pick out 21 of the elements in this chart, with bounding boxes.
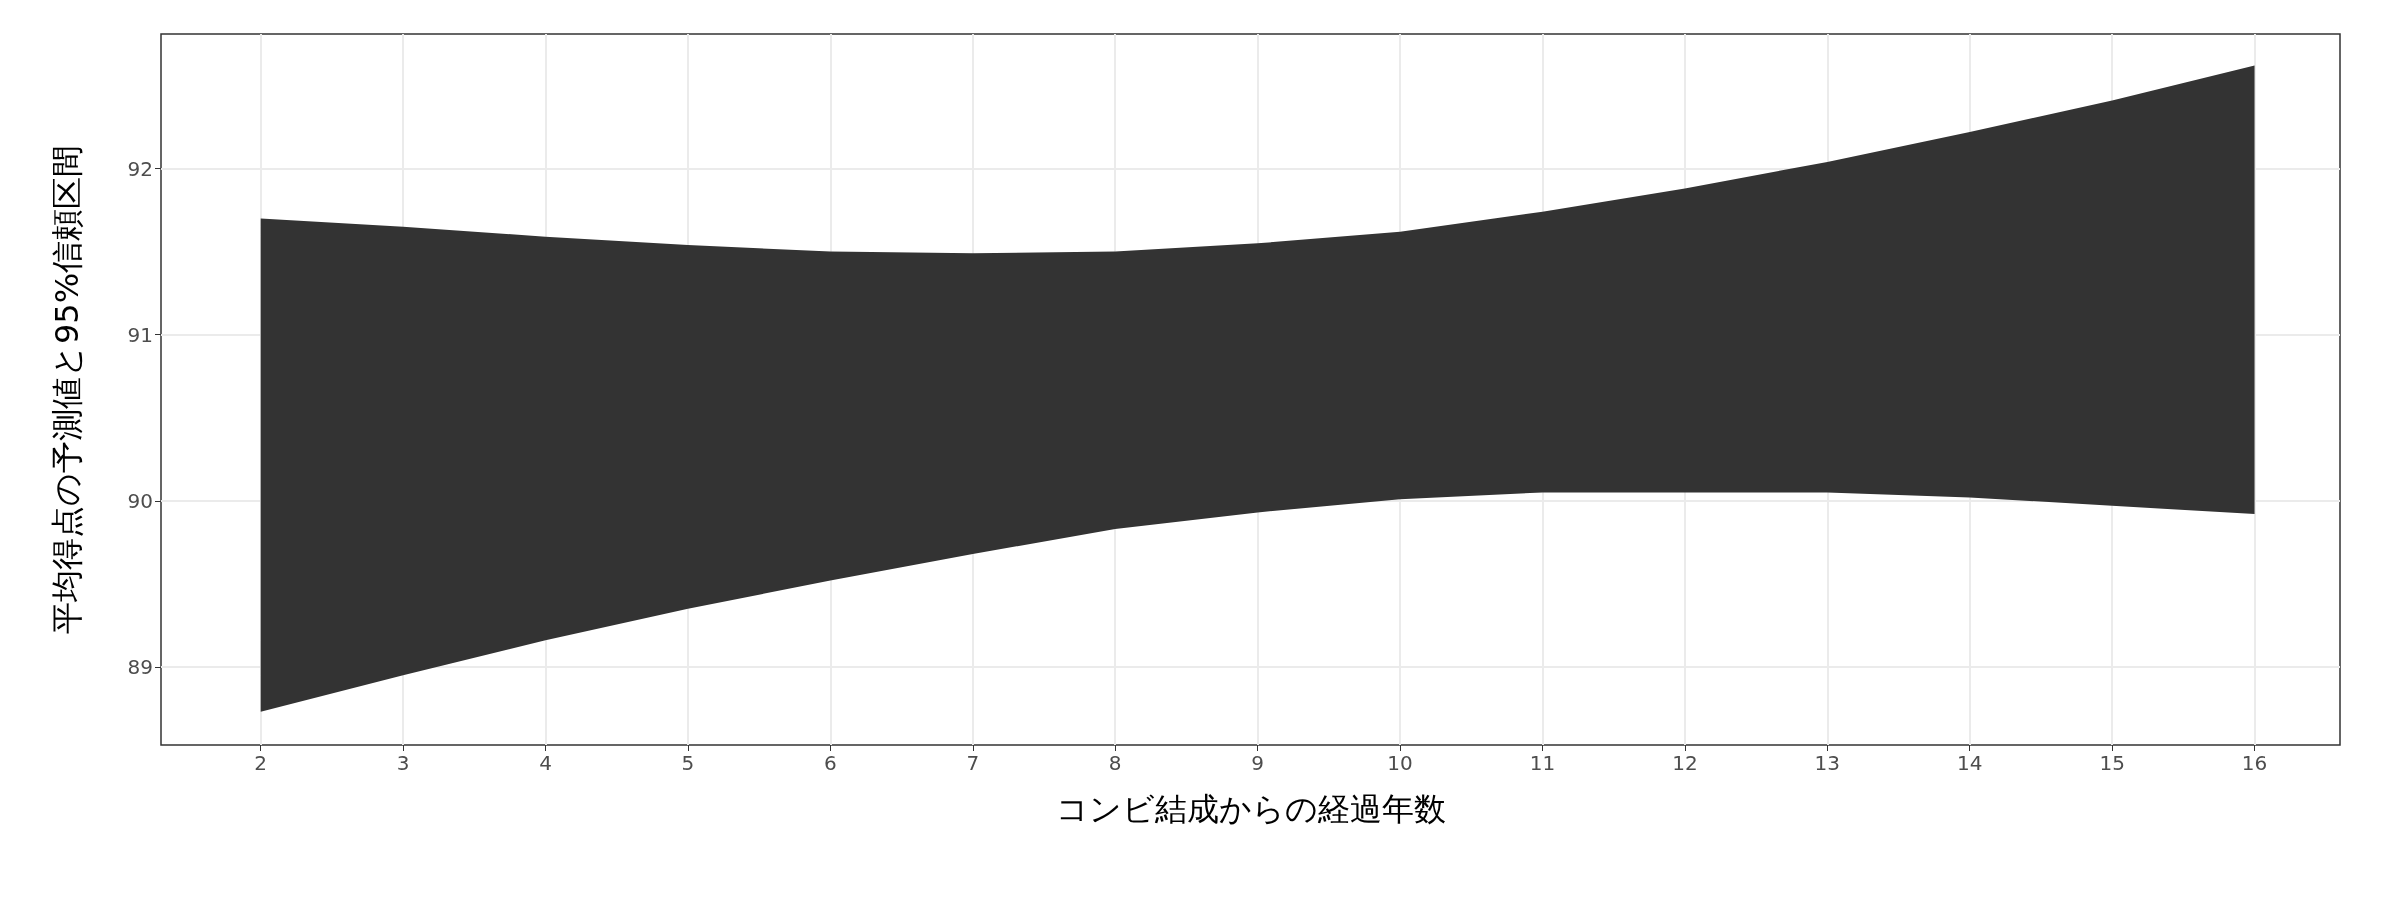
x-tick-label: 16	[2241, 751, 2268, 775]
x-tick-label: 4	[539, 751, 552, 775]
x-tick-label: 10	[1387, 751, 1413, 775]
x-tick-label: 14	[1956, 751, 1983, 775]
x-tick-label: 2	[254, 751, 268, 775]
y-tick-label: 91	[127, 322, 153, 347]
x-tick-label: 13	[1814, 751, 1841, 775]
x-tick-label: 15	[2099, 751, 2125, 775]
x-tick-label: 5	[681, 751, 695, 775]
x-tick-label: 12	[1672, 751, 1698, 775]
y-axis-title: 平均得点の予測値と95%信頼区間	[48, 144, 86, 635]
y-tick-label: 89	[127, 654, 153, 679]
y-tick-label: 90	[127, 488, 153, 513]
x-tick-label: 6	[824, 751, 837, 775]
x-tick-label: 8	[1108, 751, 1122, 775]
x-tick-label: 7	[966, 751, 980, 775]
y-tick-label: 92	[127, 156, 153, 181]
x-tick-label: 11	[1529, 751, 1556, 775]
x-tick-label: 3	[396, 751, 410, 775]
x-tick-label: 9	[1251, 751, 1264, 775]
x-axis-title: コンビ結成からの経過年数	[1055, 790, 1446, 828]
